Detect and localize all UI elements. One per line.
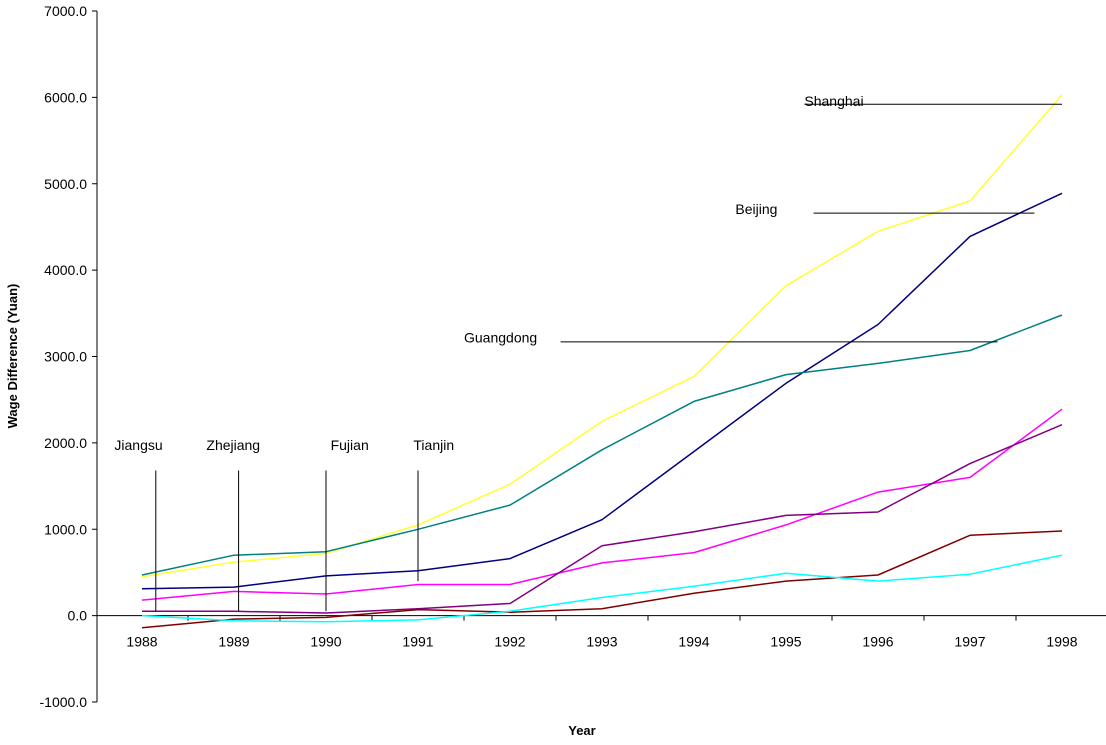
y-tick-label: 1000.0 (44, 521, 87, 537)
annotation-label-fujian: Fujian (331, 437, 369, 453)
y-tick-label: 6000.0 (44, 89, 87, 105)
y-tick-label: 5000.0 (44, 176, 87, 192)
annotation-label-zhejiang: Zhejiang (206, 437, 260, 453)
y-tick-label: 7000.0 (44, 3, 87, 19)
series-lines (141, 94, 1063, 629)
series-line-tianjin (141, 554, 1063, 623)
series-line-zhejiang (142, 424, 1063, 614)
x-tick-label: 1988 (126, 634, 157, 650)
x-tick-label: 1990 (310, 634, 341, 650)
series-line-beijing (141, 192, 1063, 590)
x-tick-label: 1993 (586, 634, 617, 650)
x-tick-label: 1995 (770, 634, 801, 650)
annotation-label-tianjin: Tianjin (413, 437, 454, 453)
y-tick-label: 4000.0 (44, 262, 87, 278)
annotation-label-guangdong: Guangdong (464, 330, 537, 346)
x-axis-title: Year (568, 723, 595, 738)
y-tick-label: -1000.0 (40, 694, 88, 710)
x-tick-label: 1992 (494, 634, 525, 650)
annotation-label-jiangsu: Jiangsu (114, 437, 162, 453)
series-line-fujian (141, 530, 1063, 629)
x-tick-label: 1997 (954, 634, 985, 650)
x-tick-label: 1991 (402, 634, 433, 650)
series-line-jiangsu (141, 408, 1063, 601)
annotation-label-beijing: Beijing (735, 201, 777, 217)
y-tick-label: 2000.0 (44, 435, 87, 451)
annotations: Shanghai Beijing Guangdong Jiangsu Zhejiang F… (114, 93, 1062, 612)
x-tick-label: 1998 (1046, 634, 1077, 650)
annotation-label-shanghai: Shanghai (804, 93, 863, 109)
y-axis-title: Wage Difference (Yuan) (5, 284, 20, 429)
y-tick-label: 0.0 (68, 608, 88, 624)
x-tick-label: 1996 (862, 634, 893, 650)
y-tick-label: 3000.0 (44, 349, 87, 365)
series-line-shanghai (141, 94, 1063, 578)
axes: 7000.0 6000.0 5000.0 4000.0 3000.0 2000.0 1000… (40, 3, 1106, 710)
series-line-guangdong (141, 314, 1063, 576)
x-tick-label: 1994 (678, 634, 709, 650)
x-tick-label: 1989 (218, 634, 249, 650)
